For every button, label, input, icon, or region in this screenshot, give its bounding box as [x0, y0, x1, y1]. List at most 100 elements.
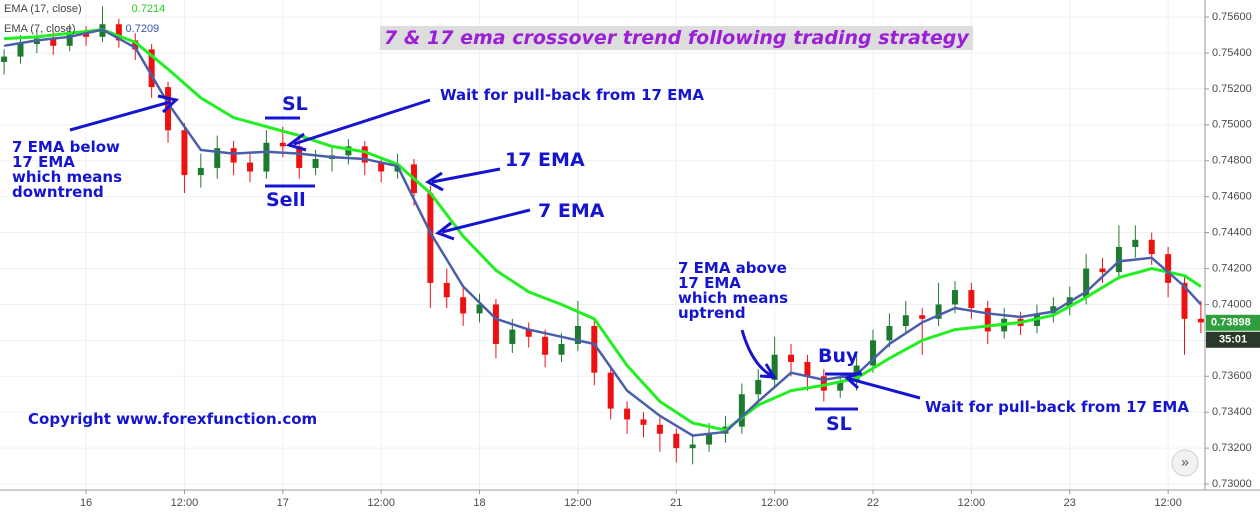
candle-body: [656, 424, 663, 434]
x-tick-label: 21: [670, 497, 682, 509]
candle-body: [591, 326, 598, 373]
candle-body: [673, 433, 680, 449]
annotation: SL: [826, 413, 852, 435]
candle-body: [66, 33, 73, 46]
candle-body: [624, 408, 631, 420]
candle-body: [492, 304, 499, 344]
y-tick-label: 0.73600: [1212, 370, 1252, 382]
candle-body: [640, 419, 647, 425]
candle-body: [148, 49, 155, 88]
x-tick-label: 22: [867, 497, 879, 509]
candle-body: [345, 146, 352, 156]
indicator-label: EMA (17, close): [4, 3, 82, 15]
annotation: 7 EMA above 17 EMA which means uptrend: [678, 259, 789, 322]
x-tick-label: 12:00: [367, 497, 395, 509]
candle-body: [951, 290, 958, 305]
candle-body: [525, 329, 532, 337]
y-tick-label: 0.75600: [1212, 11, 1252, 23]
annotation: SL: [282, 93, 308, 115]
scroll-button[interactable]: [1171, 449, 1199, 477]
candle-body: [83, 33, 90, 37]
y-tick-label: 0.74000: [1212, 298, 1252, 310]
x-tick-label: 12:00: [761, 497, 789, 509]
y-tick-label: 0.74600: [1212, 191, 1252, 203]
candle-body: [50, 38, 57, 46]
annotation: Wait for pull-back from 17 EMA: [440, 86, 704, 104]
candle-body: [214, 148, 221, 168]
candle-body: [312, 158, 319, 168]
candle-body: [443, 282, 450, 298]
x-tick-label: 18: [473, 497, 485, 509]
candle-body: [1181, 282, 1188, 319]
candle-body: [886, 326, 893, 341]
chart-title: 7 & 17 ema crossover trend following tra…: [380, 26, 973, 50]
annotation: Sell: [266, 189, 306, 211]
candle-body: [132, 40, 139, 50]
candle-body: [689, 444, 696, 449]
y-tick-label: 0.75400: [1212, 47, 1252, 59]
annotation: 7 EMA below 17 EMA which means downtrend: [12, 138, 123, 201]
annotation: Copyright www.forexfunction.com: [28, 410, 318, 428]
ema-line: [3, 28, 1202, 437]
annotation: 7 EMA: [538, 200, 605, 222]
candle-body: [1083, 268, 1090, 298]
candle-body: [1050, 306, 1057, 314]
candle-body: [574, 326, 581, 344]
annotation: 17 EMA: [505, 149, 585, 171]
scroll-icon: »: [1181, 454, 1189, 470]
candle-body: [738, 394, 745, 427]
y-tick-label: 0.75000: [1212, 119, 1252, 131]
candle-body: [1099, 268, 1106, 273]
candle-body: [706, 433, 713, 445]
candle-body: [230, 148, 237, 163]
y-tick-label: 0.73400: [1212, 406, 1252, 418]
candle-body: [1165, 254, 1172, 283]
candle-body: [427, 193, 434, 283]
candle-body: [1197, 318, 1204, 323]
candle-body: [1, 56, 8, 62]
y-tick-label: 0.75200: [1212, 83, 1252, 95]
indicator-value: 0.7214: [131, 3, 166, 15]
candle-body: [181, 130, 188, 176]
x-tick-label: 12:00: [564, 497, 592, 509]
candle-body: [820, 376, 827, 391]
candle-body: [1132, 239, 1139, 247]
candle-body: [197, 167, 204, 176]
candle-body: [263, 142, 270, 172]
x-tick-label: 12:00: [171, 497, 199, 509]
candle-body: [902, 315, 909, 327]
candle-body: [870, 340, 877, 366]
y-tick-label: 0.73000: [1212, 478, 1252, 490]
candle-body: [788, 354, 795, 362]
candle-body: [509, 329, 516, 344]
candle-body: [1148, 239, 1155, 255]
candle-body: [984, 308, 991, 332]
candle-body: [935, 304, 942, 319]
arrows: [69, 94, 921, 411]
last-price-box: [1206, 314, 1260, 331]
y-tick-label: 0.74200: [1212, 262, 1252, 274]
plot: [1, 6, 1204, 465]
candle-body: [837, 381, 844, 391]
grid: [0, 0, 1205, 490]
candle-body: [755, 379, 762, 395]
x-tick-label: 17: [277, 497, 289, 509]
candle-body: [771, 354, 778, 380]
candle-body: [804, 361, 811, 377]
candle-body: [607, 372, 614, 409]
y-tick-label: 0.73200: [1212, 442, 1252, 454]
x-tick-label: 12:00: [1154, 497, 1182, 509]
countdown-label: 35:01: [1219, 334, 1247, 346]
y-tick-label: 0.74800: [1212, 155, 1252, 167]
indicator-value: 0.7209: [125, 23, 160, 35]
candle-body: [17, 44, 24, 57]
candle-body: [542, 336, 549, 355]
candle-body: [378, 162, 385, 172]
ema-line: [4, 28, 1202, 432]
candle-body: [558, 343, 565, 355]
candle-body: [247, 162, 254, 172]
candle-body: [361, 146, 368, 163]
candle-body: [279, 142, 286, 147]
